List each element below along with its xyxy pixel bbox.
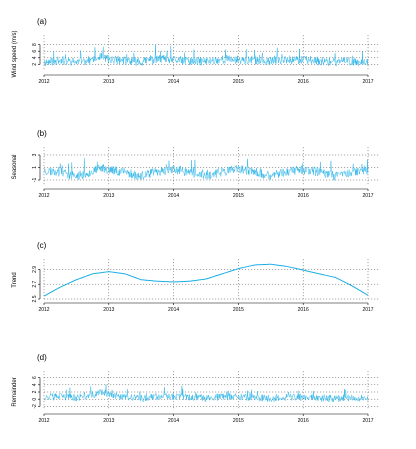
y-axis-label: Remainder <box>12 377 18 406</box>
y-tick-label: 1 <box>32 166 38 169</box>
y-tick-label: 2.7 <box>32 281 38 288</box>
y-tick-label: 4 <box>32 56 38 59</box>
x-tick-label: 2015 <box>233 307 244 313</box>
y-tick-label: 2 <box>32 390 38 393</box>
y-tick-label: -1 <box>32 178 38 183</box>
y-axis-label: Trend <box>12 272 18 287</box>
x-tick-label: 2014 <box>168 79 179 85</box>
series-line <box>43 44 369 67</box>
chart-panel-2: (b) Seasonal -1 1 3 2012 2013 2014 2015 2016 2017 <box>12 129 380 199</box>
y-axis-label: Seasonal <box>12 154 18 179</box>
x-tick-label: 2012 <box>38 418 49 424</box>
panel-label: (a) <box>37 17 47 26</box>
panel-label: (c) <box>37 241 47 250</box>
panel-label: (d) <box>37 353 47 362</box>
y-tick-label: 0 <box>32 398 38 401</box>
x-tick-label: 2013 <box>103 79 114 85</box>
x-tick-label: 2017 <box>362 79 373 85</box>
x-tick-label: 2013 <box>103 418 114 424</box>
x-tick-label: 2012 <box>38 193 49 199</box>
x-tick-label: 2015 <box>233 79 244 85</box>
y-axis-label: Wind speed (m/s) <box>12 30 18 77</box>
x-tick-label: 2017 <box>362 307 373 313</box>
chart-panel-4: (d) Remainder -2 0 2 4 6 2012 2013 2014 2015 2016 20… <box>12 353 380 424</box>
series-line <box>43 384 369 403</box>
x-tick-label: 2013 <box>103 193 114 199</box>
y-tick-label: 6 <box>32 376 38 379</box>
x-tick-label: 2015 <box>233 418 244 424</box>
y-tick-label: 6 <box>32 50 38 53</box>
y-tick-label: 8 <box>32 43 38 46</box>
panel-label: (b) <box>37 129 47 138</box>
chart-panel-1: (a) Wind speed (m/s) 2 4 6 8 2012 2013 2014 2015 2… <box>12 17 380 85</box>
x-tick-label: 2014 <box>168 307 179 313</box>
y-tick-label: 2 <box>32 63 38 66</box>
series-line <box>43 263 369 297</box>
x-tick-label: 2017 <box>362 193 373 199</box>
x-tick-label: 2016 <box>298 307 309 313</box>
x-tick-label: 2013 <box>103 307 114 313</box>
y-tick-label: 2.9 <box>32 266 38 273</box>
x-tick-label: 2012 <box>38 79 49 85</box>
x-tick-label: 2016 <box>298 79 309 85</box>
y-tick-label: -2 <box>32 404 38 409</box>
y-tick-label: 3 <box>32 153 38 156</box>
y-tick-label: 2.5 <box>32 295 38 302</box>
series-line <box>43 157 369 181</box>
y-tick-label: 4 <box>32 383 38 386</box>
x-tick-label: 2012 <box>38 307 49 313</box>
x-tick-label: 2015 <box>233 193 244 199</box>
chart-panel-3: (c) Trend 2.5 2.7 2.9 2012 2013 2014 2015 2016 201… <box>12 241 380 313</box>
x-tick-label: 2016 <box>298 193 309 199</box>
x-tick-label: 2014 <box>168 418 179 424</box>
x-tick-label: 2014 <box>168 193 179 199</box>
x-tick-label: 2017 <box>362 418 373 424</box>
x-tick-label: 2016 <box>298 418 309 424</box>
